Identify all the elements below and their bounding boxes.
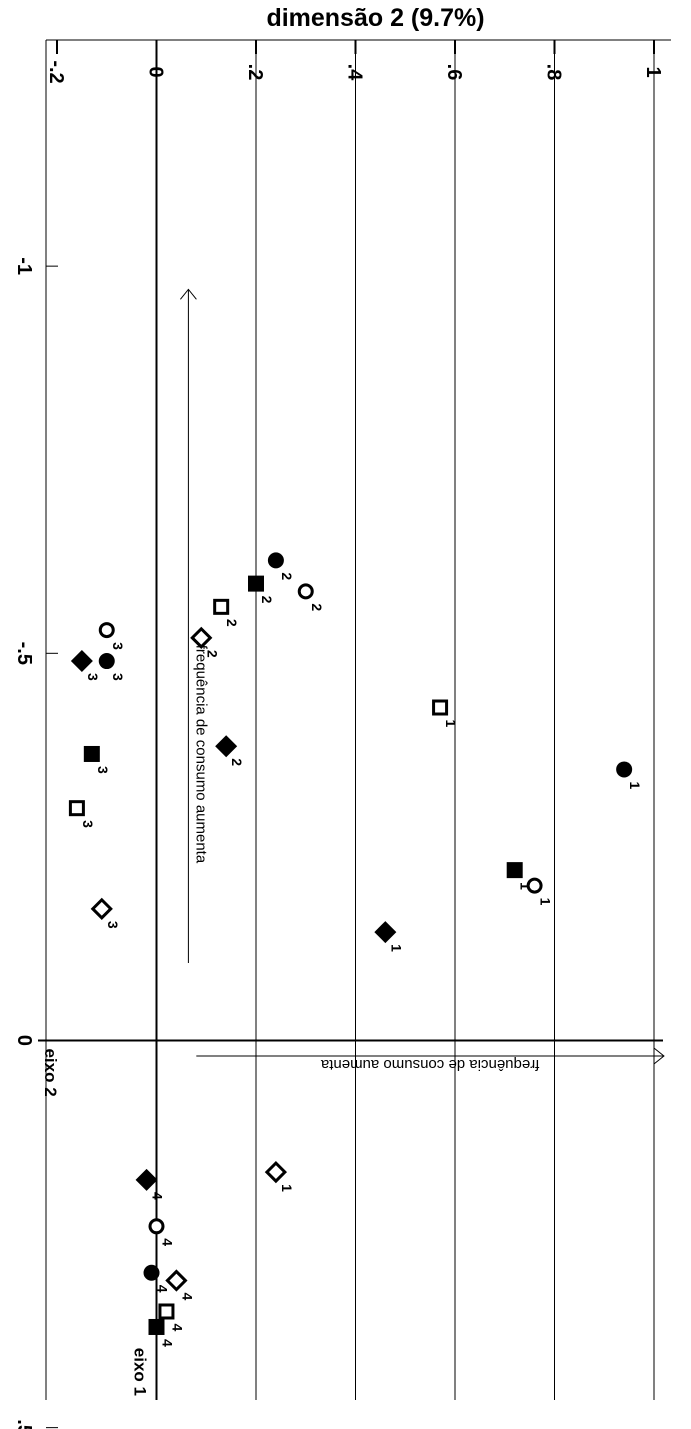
point-label: 1: [538, 898, 554, 906]
data-point: 1: [616, 761, 643, 789]
marker-filled-diamond: [135, 1168, 158, 1191]
gridlines: [255, 40, 655, 1400]
y-tick-label: -.2: [45, 60, 67, 83]
point-label: 1: [388, 944, 404, 952]
marker-open-square: [68, 800, 85, 817]
data-point: 3: [98, 653, 126, 681]
data-point: 4: [143, 1264, 171, 1293]
marker-filled-diamond: [215, 735, 238, 758]
data-point: 1: [374, 921, 404, 952]
data-point: 4: [158, 1303, 185, 1331]
x-tick-label: -.5: [13, 642, 35, 665]
data-point: 2: [215, 735, 245, 766]
marker-filled-circle: [98, 653, 115, 670]
data-point: 1: [506, 862, 534, 890]
marker-open-diamond: [264, 1160, 288, 1184]
marker-open-diamond: [165, 1269, 188, 1292]
marker-open-circle: [148, 1218, 165, 1235]
y-tick-label: .6: [443, 64, 465, 81]
marker-open-square: [432, 699, 449, 716]
point-label: 1: [279, 1184, 295, 1192]
point-label: 2: [229, 758, 245, 766]
annotation-text: frequência de consumo aumenta: [320, 1056, 539, 1073]
data-point: 4: [148, 1218, 176, 1246]
data-point: 3: [98, 622, 126, 650]
data-point: 3: [90, 897, 121, 929]
marker-filled-diamond: [374, 921, 397, 944]
y-tick-label: .2: [244, 64, 266, 81]
point-label: 3: [110, 642, 126, 650]
data-point: 1: [264, 1160, 295, 1192]
marker-filled-square: [248, 575, 264, 592]
marker-open-square: [213, 598, 230, 615]
data-point: 1: [526, 877, 554, 906]
y-axis-title: dimensão 2 (9.7%): [266, 4, 484, 32]
point-label: 2: [309, 603, 325, 611]
marker-open-circle: [526, 877, 543, 894]
point-label: 3: [85, 673, 101, 681]
axes: eixo 1 eixo 2: [38, 39, 671, 1400]
point-label: 3: [95, 766, 111, 774]
marker-filled-circle: [616, 761, 633, 778]
y-tick-label: 1: [642, 66, 664, 77]
point-label: 3: [105, 921, 121, 929]
annotation-arrow-head: [180, 288, 197, 300]
marker-filled-circle: [267, 552, 284, 569]
data-point: 3: [70, 650, 101, 681]
axis-name-eixo-2: eixo 2: [41, 1048, 60, 1096]
marker-filled-circle: [143, 1264, 160, 1281]
data-point: 2: [248, 575, 275, 604]
point-label: 2: [204, 650, 220, 658]
data-point: 2: [190, 626, 220, 658]
y-tick-label: .8: [543, 64, 565, 81]
marker-open-diamond: [90, 897, 113, 920]
data-point: 1: [432, 699, 459, 728]
x-tick-label: 0: [13, 1035, 35, 1046]
annotations: frequência de consumo aumenta frequência …: [180, 288, 665, 1073]
y-tick-label: 0: [145, 66, 167, 77]
marker-filled-diamond: [70, 650, 93, 673]
point-label: 3: [110, 673, 126, 681]
point-label: 2: [259, 596, 275, 604]
point-label: 4: [160, 1339, 176, 1347]
marker-open-diamond: [190, 626, 213, 649]
point-label: 1: [627, 781, 643, 789]
marker-filled-square: [148, 1318, 165, 1335]
point-label: 3: [80, 820, 96, 828]
data-point: 3: [68, 800, 96, 828]
marker-filled-square: [83, 745, 100, 762]
point-label: 2: [279, 572, 295, 580]
marker-open-circle: [98, 622, 115, 639]
annotation-arrow-head: [653, 1047, 665, 1065]
data-point: 2: [297, 583, 325, 611]
marker-open-square: [158, 1303, 175, 1320]
point-label: 4: [179, 1293, 195, 1301]
rotated-plot: eixo 1 eixo 2 -.2 0 .2 .4 .6 .8 1 -1 -.5 0 .5 frequ…: [13, 4, 671, 1429]
data-point: 3: [83, 745, 111, 774]
data-point: 4: [148, 1318, 176, 1347]
data-point: 2: [213, 598, 240, 627]
axis-name-eixo-1: eixo 1: [131, 1348, 150, 1396]
annotation-text: frequência de consumo aumenta: [192, 645, 209, 864]
point-label: 4: [169, 1323, 185, 1331]
point-label: 2: [224, 619, 240, 627]
x-tick-label: .5: [13, 1419, 35, 1429]
data-point: 4: [135, 1168, 166, 1200]
point-label: 1: [443, 720, 459, 728]
point-label: 4: [150, 1192, 166, 1200]
x-tick-label: -1: [13, 257, 35, 275]
point-label: 4: [155, 1285, 171, 1293]
point-label: 4: [160, 1238, 176, 1246]
y-tick-label: .4: [344, 64, 366, 82]
data-point: 2: [267, 552, 295, 580]
data-point: 4: [165, 1269, 195, 1301]
point-label: 1: [518, 882, 534, 890]
marker-open-circle: [297, 583, 314, 600]
tick-labels: -.2 0 .2 .4 .6 .8 1 -1 -.5 0 .5: [13, 40, 664, 1429]
marker-filled-square: [506, 862, 523, 879]
